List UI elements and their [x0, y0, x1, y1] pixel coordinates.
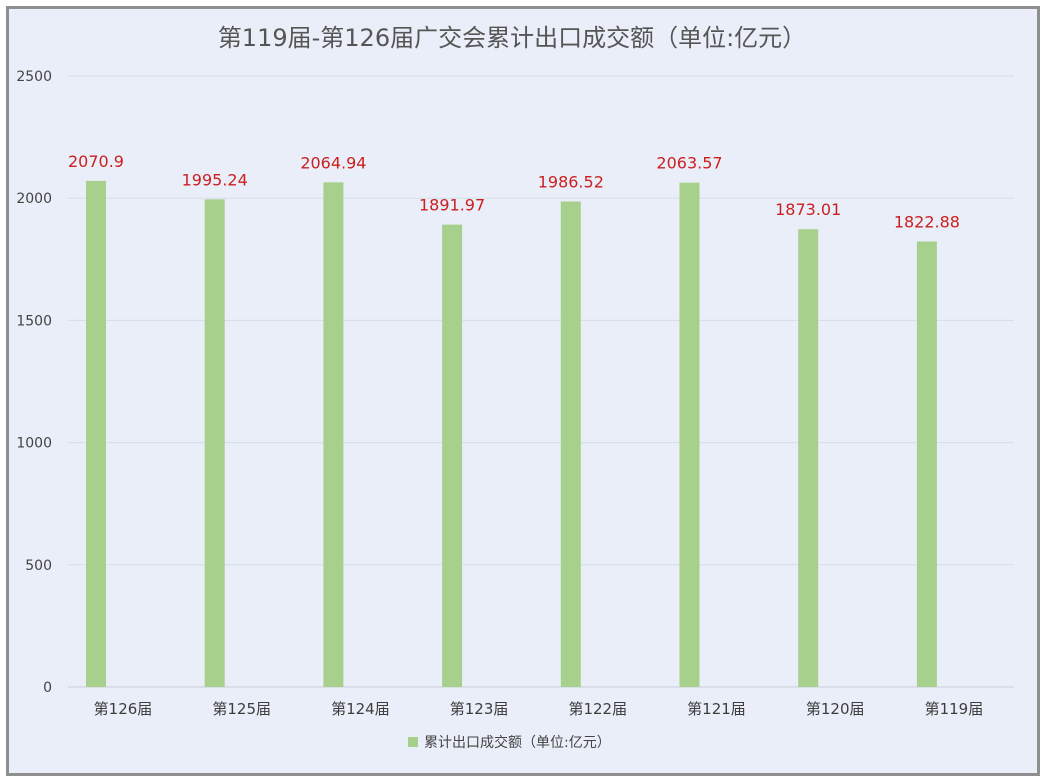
x-tick-label: 第126届 [94, 700, 153, 718]
x-tick-label: 第119届 [925, 700, 984, 718]
y-axis-ticks: 0 500 1000 1500 2000 2500 [16, 69, 52, 696]
x-tick-label: 第120届 [806, 700, 865, 718]
legend-label: 累计出口成交额（单位:亿元） [424, 734, 611, 751]
data-label: 1995.24 [182, 170, 248, 189]
x-tick-label: 第122届 [568, 700, 627, 718]
bar [680, 183, 700, 687]
x-tick-label: 第125届 [212, 700, 271, 718]
chart-title: 第119届-第126届广交会累计出口成交额（单位:亿元） [218, 24, 806, 52]
data-label: 1822.88 [894, 212, 960, 231]
x-tick-label: 第124届 [331, 700, 390, 718]
bar [86, 181, 106, 687]
data-label: 2063.57 [656, 154, 722, 173]
data-label: 1986.52 [538, 172, 604, 191]
data-label: 1873.01 [775, 200, 841, 219]
y-tick-label: 1000 [16, 436, 52, 452]
bar [561, 201, 581, 687]
bar [798, 229, 818, 687]
bar [442, 225, 462, 687]
y-tick-label: 0 [43, 680, 52, 696]
y-tick-label: 500 [25, 558, 52, 574]
bar [917, 241, 937, 687]
y-tick-label: 2500 [16, 69, 52, 85]
x-tick-label: 第121届 [687, 700, 746, 718]
bar [205, 199, 225, 687]
y-tick-label: 1500 [16, 313, 52, 329]
data-label: 1891.97 [419, 196, 485, 215]
legend: 累计出口成交额（单位:亿元） [408, 734, 611, 751]
data-label: 2070.9 [68, 152, 124, 171]
x-axis-ticks: 第126届 第125届 第124届 第123届 第122届 第121届 第120届 第119届 [94, 700, 984, 718]
bar [323, 182, 343, 687]
data-label: 2064.94 [300, 153, 366, 172]
data-labels: 2070.9 1995.24 2064.94 1891.97 1986.52 2063.5… [68, 152, 960, 232]
x-tick-label: 第123届 [450, 700, 509, 718]
legend-swatch [408, 737, 418, 747]
bars [86, 181, 937, 687]
y-tick-label: 2000 [16, 191, 52, 207]
